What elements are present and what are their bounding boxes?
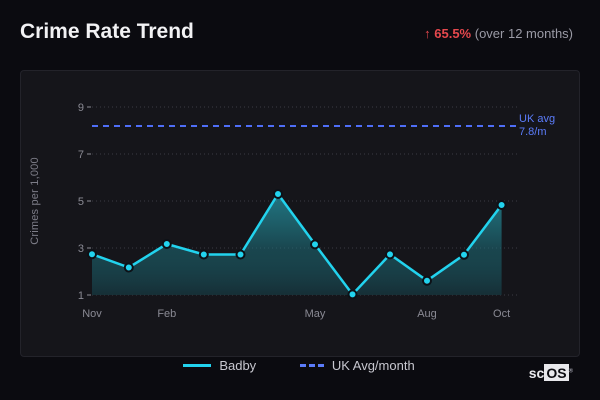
svg-text:Feb: Feb	[157, 308, 176, 320]
svg-text:Aug: Aug	[417, 308, 437, 320]
svg-text:May: May	[305, 308, 326, 320]
svg-text:3: 3	[78, 243, 84, 255]
svg-text:Oct: Oct	[493, 308, 510, 320]
svg-text:9: 9	[78, 102, 84, 114]
svg-text:1: 1	[78, 290, 84, 302]
svg-text:5: 5	[78, 196, 84, 208]
svg-text:Nov: Nov	[82, 308, 102, 320]
svg-text:7: 7	[78, 149, 84, 161]
